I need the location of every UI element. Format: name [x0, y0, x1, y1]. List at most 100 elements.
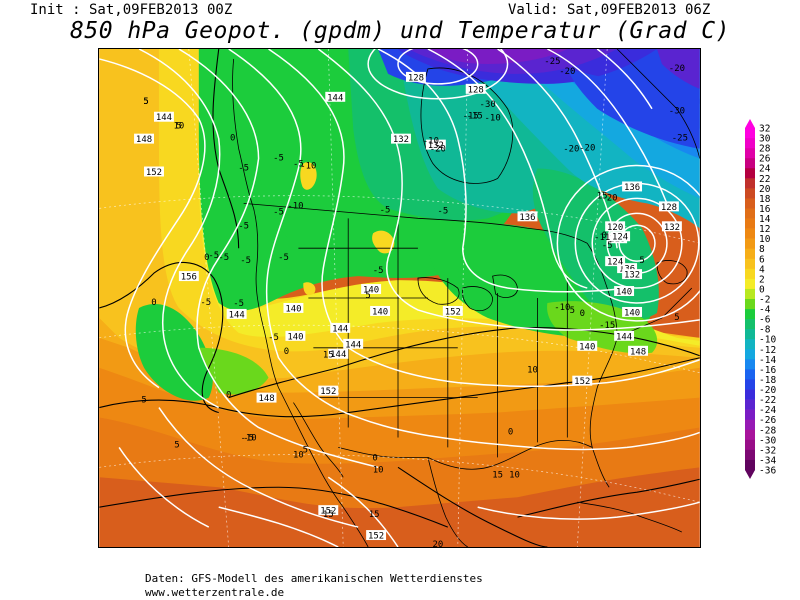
legend-swatch [745, 339, 755, 350]
legend-swatch [745, 439, 755, 451]
geopotential-label: 140 [363, 286, 379, 296]
temperature-label: -20 [669, 64, 685, 74]
legend-swatch [745, 299, 755, 310]
temperature-label: -10 [241, 433, 257, 443]
temperature-label: -5 [208, 251, 219, 261]
legend-label: 32 [759, 124, 770, 135]
temperature-label: 20 [432, 540, 443, 548]
geopotential-label-bg [465, 83, 486, 94]
geopotential-label: 128 [468, 85, 484, 95]
temperature-label: -5 [373, 266, 384, 276]
legend-swatch [745, 178, 755, 189]
legend-swatch [745, 208, 755, 219]
legend-label: -28 [759, 425, 776, 436]
geopotential-label-bg [658, 201, 679, 212]
source-url[interactable]: www.wetterzentrale.de [145, 586, 285, 599]
geopotential-label-bg [343, 338, 364, 349]
legend-label: 30 [759, 134, 771, 145]
temperature-label: 0 [204, 253, 209, 263]
legend-label: -6 [759, 315, 771, 326]
legend-swatch [745, 389, 755, 400]
temperature-label: -20 [563, 145, 579, 155]
legend-label: 18 [759, 194, 771, 205]
geopotential-label-bg [285, 330, 306, 341]
legend-label: -30 [759, 435, 776, 446]
legend-label: -16 [759, 365, 776, 376]
temperature-label: -20 [430, 145, 446, 155]
geopotential-label: 120 [607, 223, 623, 233]
legend-label: 0 [759, 284, 765, 295]
legend-label: -34 [759, 455, 776, 466]
temperature-label: -5 [602, 241, 613, 251]
geopotential-label-bg [614, 286, 635, 297]
temperature-label: 5 [303, 445, 308, 455]
legend-swatch [745, 349, 755, 360]
geopotential-label: 144 [156, 113, 172, 123]
legend-labels: 32302826242220181614121086420-2-4-6-8-10… [759, 124, 776, 477]
legend-swatch [745, 248, 755, 260]
legend-label: -36 [759, 466, 776, 477]
legend-swatch [745, 158, 755, 169]
temperature-label: -20 [579, 144, 595, 154]
legend-label: 24 [759, 164, 771, 175]
geopotential-label-bg [256, 392, 277, 403]
map-label-layer: 1441481521561441401401441401401441441521… [134, 57, 688, 548]
temperature-label: -25 [672, 134, 688, 144]
legend-swatch [745, 268, 755, 280]
legend-label: 8 [759, 244, 765, 255]
geopotential-label-bg [572, 375, 593, 386]
geopotential-label: 124 [607, 258, 623, 268]
legend-label: 22 [759, 174, 770, 185]
geopotential-label: 144 [616, 332, 632, 342]
temperature-label: 0 [230, 134, 235, 144]
legend-swatch [745, 399, 755, 410]
temperature-label: -5 [278, 253, 289, 263]
temperature-label: 0 [226, 391, 231, 401]
geopotential-label-bg [178, 271, 199, 282]
temperature-label: -5 [218, 253, 229, 263]
legend-swatches [745, 119, 755, 479]
temperature-label: -5 [273, 154, 284, 164]
legend-swatch [745, 419, 755, 431]
temperature-label: 5 [674, 313, 679, 323]
temperature-label: -10 [287, 201, 303, 211]
init-time: Init : Sat,09FEB2013 00Z [30, 2, 233, 18]
temperature-label: 15 [492, 470, 503, 480]
legend-swatch [745, 278, 755, 290]
temperature-label: 0 [372, 453, 377, 463]
temperature-label: -10 [300, 162, 316, 172]
geopotential-label-bg [628, 345, 649, 356]
geopotential-label: 136 [624, 183, 640, 193]
geopotential-label-bg [144, 166, 164, 177]
geopotential-label-bg [330, 322, 351, 333]
legend-label: 20 [759, 184, 771, 195]
legend-swatch [745, 148, 755, 159]
geopotential-label: 140 [624, 308, 640, 318]
legend-swatch [745, 238, 755, 250]
geopotential-label: 144 [330, 350, 346, 360]
geopotential-label: 152 [146, 168, 162, 178]
geopotential-label-bg [517, 211, 538, 222]
geopotential-label-bg [328, 348, 349, 359]
temperature-label: 0 [508, 427, 513, 437]
legend-bottom-arrow [745, 470, 755, 479]
legend-label: 2 [759, 274, 765, 285]
temperature-label: -5 [273, 207, 284, 217]
map-title: 850 hPa Geopot. (gpdm) und Temperatur (G… [70, 18, 730, 44]
temperature-label: 5 [143, 97, 148, 107]
legend-label: -18 [759, 375, 776, 386]
geopotential-label: 132 [428, 141, 444, 151]
legend-label: -4 [759, 305, 771, 316]
legend-label: 16 [759, 204, 771, 215]
legend-swatch [745, 369, 755, 380]
legend-swatch [745, 218, 755, 229]
geopotential-label-bg [134, 133, 154, 144]
geopotential-label-bg [325, 91, 346, 102]
geopotential-label: 140 [287, 332, 303, 342]
temperature-label: 0 [284, 347, 289, 357]
temperature-legend: 32302826242220181614121086420-2-4-6-8-10… [745, 119, 776, 479]
legend-label: -24 [759, 405, 776, 416]
geopotential-label: 140 [285, 304, 301, 314]
temperature-label: 10 [373, 465, 384, 475]
temperature-label: 0 [151, 298, 156, 308]
